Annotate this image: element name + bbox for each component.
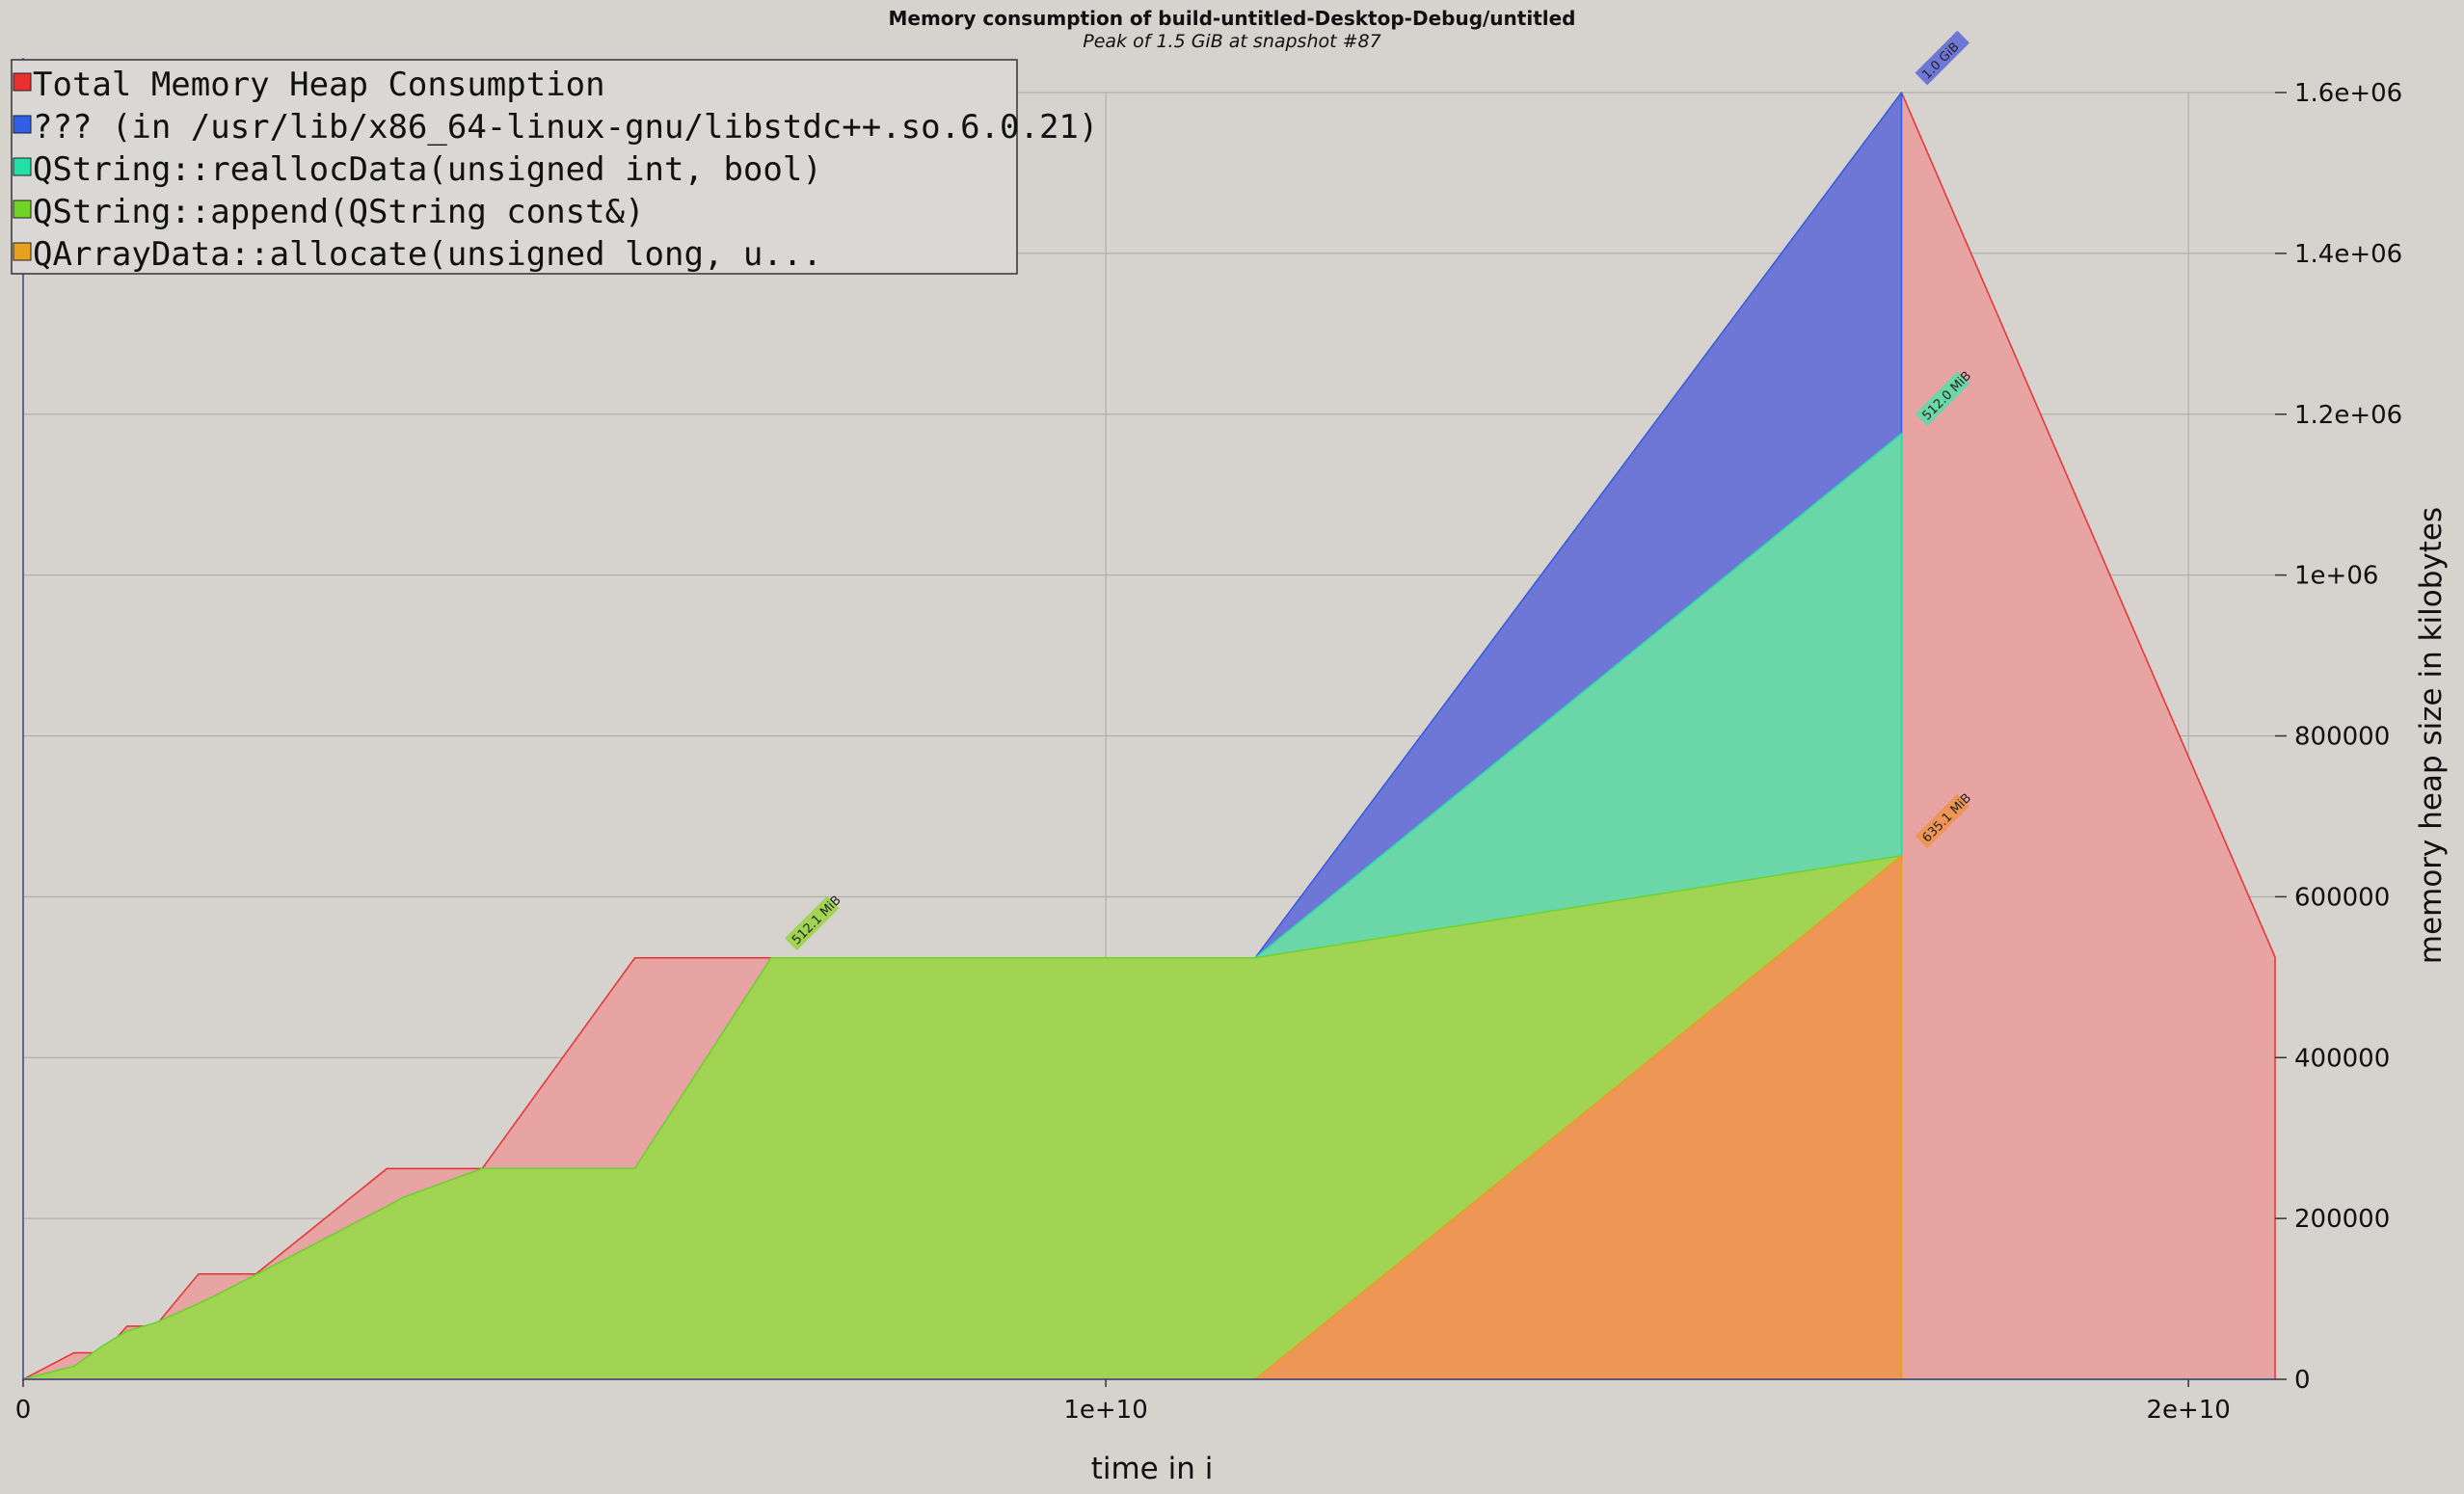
chart-subtitle: Peak of 1.5 GiB at snapshot #87 xyxy=(1083,31,1380,52)
legend-label-3: QString::append(QString const&) xyxy=(33,193,645,231)
y-tick-label-1: 200000 xyxy=(2294,1205,2390,1234)
x-axis-title: time in i xyxy=(1091,1452,1214,1486)
annotation-bg-2 xyxy=(1915,793,1970,849)
legend-label-2: QString::reallocData(unsigned int, bool) xyxy=(33,150,822,189)
legend-swatch-0 xyxy=(13,72,32,92)
y-tick-label-5: 1e+06 xyxy=(2294,562,2378,591)
x-axis: 0 1e+10 2e+10 xyxy=(15,1378,2275,1425)
y-tick-label-0: 0 xyxy=(2294,1366,2311,1395)
x-tick-label-0: 0 xyxy=(15,1396,32,1425)
legend-label-4: QArrayData::allocate(unsigned long, u... xyxy=(33,235,822,274)
y-tick-label-8: 1.6e+06 xyxy=(2294,79,2402,108)
y-axis-title: memory heap size in kilobytes xyxy=(2414,507,2449,964)
legend-swatch-1 xyxy=(13,115,32,134)
legend: Total Memory Heap Consumption ??? (in /us… xyxy=(11,59,1098,275)
y-tick-label-7: 1.4e+06 xyxy=(2294,240,2402,269)
legend-swatch-4 xyxy=(13,242,32,261)
y-tick-label-4: 800000 xyxy=(2294,723,2390,752)
plot-area: 0 1e+10 2e+10 0 200000 400000 600000 800000 1e+… xyxy=(15,30,2402,1425)
y-tick-label-2: 400000 xyxy=(2294,1044,2390,1073)
y-tick-label-3: 600000 xyxy=(2294,883,2390,912)
y-tick-label-6: 1.2e+06 xyxy=(2294,401,2402,430)
x-tick-label-2: 2e+10 xyxy=(2146,1396,2230,1425)
annotation-label-3: 1.0 GiB xyxy=(1919,40,1962,82)
series-areas xyxy=(22,92,2276,1380)
legend-box xyxy=(11,59,1018,275)
legend-swatch-3 xyxy=(13,200,32,219)
x-tick-label-1: 1e+10 xyxy=(1063,1396,1147,1425)
legend-swatch-2 xyxy=(13,157,32,176)
annotation-3: 1.0 GiB xyxy=(1915,30,1970,86)
annotation-bg-3 xyxy=(1915,30,1970,86)
annotation-bg-0 xyxy=(785,895,840,951)
legend-label-0: Total Memory Heap Consumption xyxy=(33,66,605,104)
chart-title: Memory consumption of build-untitled-Des… xyxy=(889,7,1576,30)
annotation-bg-1 xyxy=(1915,371,1970,427)
y-axis: 0 200000 400000 600000 800000 1e+06 1.2e+06 1.4… xyxy=(22,58,2402,1395)
legend-label-1: ??? (in /usr/lib/x86_64-linux-gnu/libstd… xyxy=(33,108,1098,147)
